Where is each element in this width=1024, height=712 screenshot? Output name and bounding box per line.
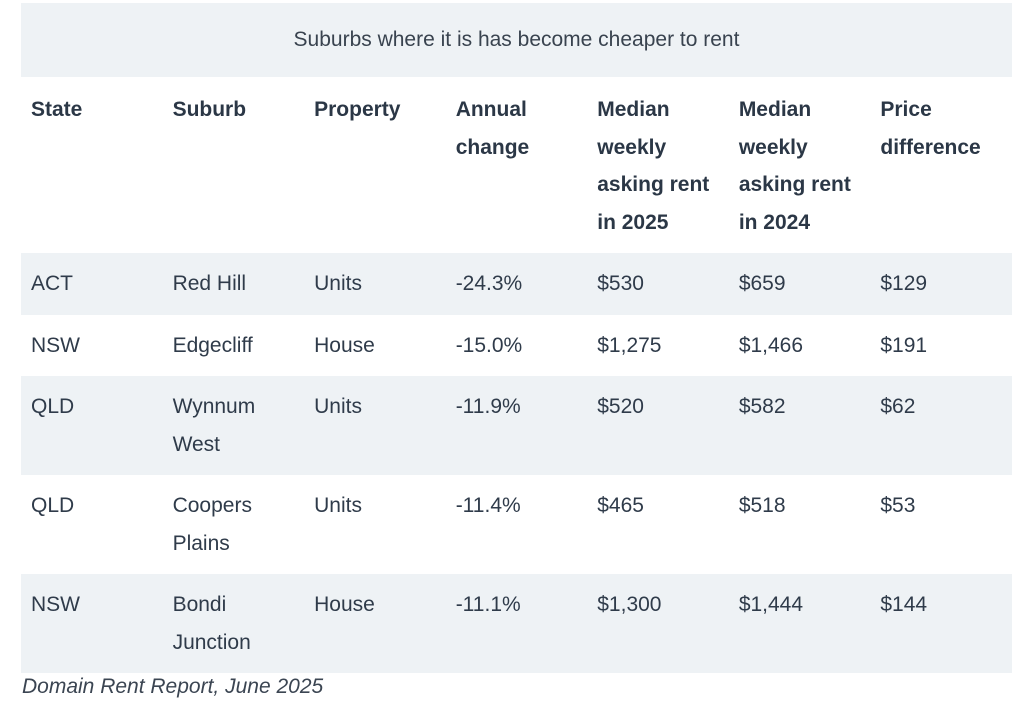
cell-property: Units — [304, 376, 446, 475]
header-state: State — [21, 77, 163, 253]
table-header: State Suburb Property Annual change Medi… — [21, 77, 1012, 253]
cell-rent-2024: $1,466 — [728, 314, 871, 376]
cell-price-difference: $53 — [870, 475, 1012, 574]
cell-state: QLD — [21, 376, 163, 475]
cell-suburb: Coopers Plains — [162, 475, 305, 574]
cell-rent-2024: $582 — [728, 376, 871, 475]
cell-rent-2024: $659 — [728, 253, 871, 315]
rent-table: Suburbs where it is has become cheaper t… — [21, 3, 1012, 673]
cell-price-difference: $191 — [870, 314, 1012, 376]
table-row: ACT Red Hill Units -24.3% $530 $659 $129 — [21, 253, 1012, 315]
cell-state: NSW — [21, 574, 163, 673]
cell-suburb: Edgecliff — [162, 314, 305, 376]
cell-property: House — [304, 314, 446, 376]
cell-state: NSW — [21, 314, 163, 376]
cell-property: House — [304, 574, 446, 673]
table-body: ACT Red Hill Units -24.3% $530 $659 $129… — [21, 253, 1012, 673]
cell-rent-2024: $518 — [728, 475, 871, 574]
header-rent-2024: Median weekly asking rent in 2024 — [728, 77, 871, 253]
rent-table-container: Suburbs where it is has become cheaper t… — [21, 3, 1012, 699]
cell-annual-change: -24.3% — [445, 253, 588, 315]
cell-price-difference: $144 — [870, 574, 1012, 673]
cell-suburb: Red Hill — [162, 253, 305, 315]
cell-suburb: Wynnum West — [162, 376, 305, 475]
cell-annual-change: -11.9% — [445, 376, 588, 475]
cell-annual-change: -11.1% — [445, 574, 588, 673]
cell-rent-2025: $530 — [587, 253, 729, 315]
header-property: Property — [304, 77, 446, 253]
table-row: QLD Wynnum West Units -11.9% $520 $582 $… — [21, 376, 1012, 475]
cell-price-difference: $129 — [870, 253, 1012, 315]
cell-rent-2025: $1,275 — [587, 314, 729, 376]
cell-state: QLD — [21, 475, 163, 574]
header-suburb: Suburb — [162, 77, 305, 253]
cell-rent-2025: $465 — [587, 475, 729, 574]
table-row: NSW Bondi Junction House -11.1% $1,300 $… — [21, 574, 1012, 673]
cell-property: Units — [304, 253, 446, 315]
header-price-difference: Price difference — [870, 77, 1012, 253]
header-rent-2025: Median weekly asking rent in 2025 — [587, 77, 729, 253]
table-row: QLD Coopers Plains Units -11.4% $465 $51… — [21, 475, 1012, 574]
cell-property: Units — [304, 475, 446, 574]
cell-rent-2025: $520 — [587, 376, 729, 475]
cell-annual-change: -15.0% — [445, 314, 588, 376]
cell-annual-change: -11.4% — [445, 475, 588, 574]
cell-suburb: Bondi Junction — [162, 574, 305, 673]
header-annual-change: Annual change — [445, 77, 588, 253]
source-citation: Domain Rent Report, June 2025 — [22, 675, 324, 698]
cell-state: ACT — [21, 253, 163, 315]
cell-rent-2024: $1,444 — [728, 574, 871, 673]
table-caption: Suburbs where it is has become cheaper t… — [21, 3, 1012, 77]
table-row: NSW Edgecliff House -15.0% $1,275 $1,466… — [21, 314, 1012, 376]
cell-price-difference: $62 — [870, 376, 1012, 475]
header-row: State Suburb Property Annual change Medi… — [21, 77, 1012, 253]
cell-rent-2025: $1,300 — [587, 574, 729, 673]
